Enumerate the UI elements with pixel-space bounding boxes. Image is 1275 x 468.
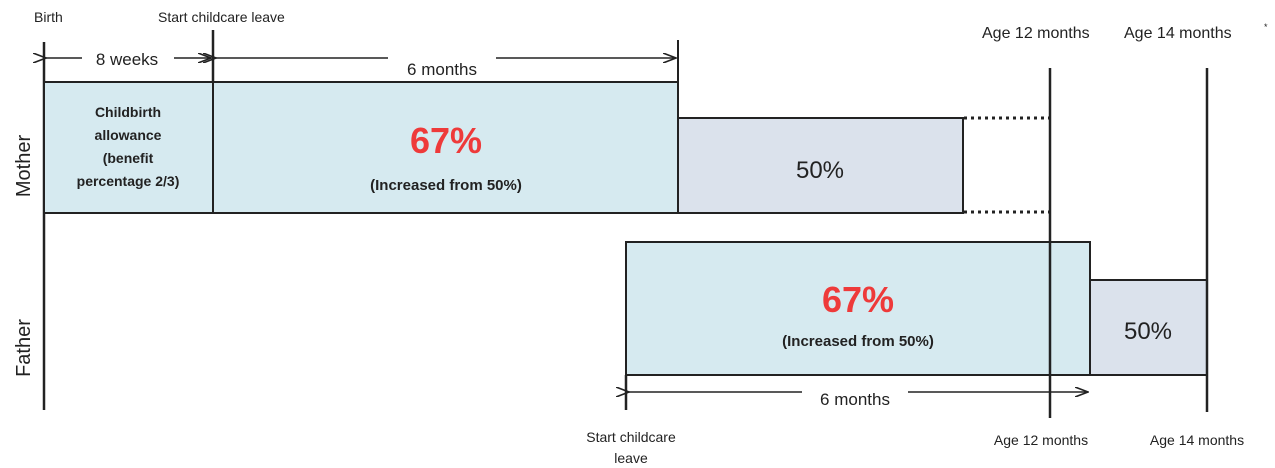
age-14-bottom-label: Age 14 months: [1150, 432, 1244, 448]
father-67-percent-box: [625, 241, 1091, 376]
start-leave-father-label-line-2: leave: [614, 450, 648, 466]
mother-67-percent: 67%: [410, 120, 482, 161]
age-14-footnote-mark: *: [1264, 22, 1268, 32]
age-12-top-label: Age 12 months: [982, 25, 1090, 42]
mother-50-percent-box: [677, 117, 964, 214]
father-50-percent-box: [1089, 279, 1208, 376]
start-leave-mother-label: Start childcare leave: [158, 9, 285, 25]
father-increase-note: (Increased from 50%): [782, 333, 934, 350]
childbirth-allowance-box: [43, 81, 214, 214]
six-months-mother-label-bg: [388, 48, 496, 70]
six-months-father-label: 6 months: [820, 390, 890, 409]
eight-weeks-label: 8 weeks: [96, 50, 158, 69]
mother-50-percent: 50%: [796, 157, 844, 184]
age-12-bottom-label: Age 12 months: [994, 432, 1088, 448]
father-50-percent: 50%: [1124, 318, 1172, 345]
birth-label: Birth: [34, 9, 63, 25]
father-67-percent: 67%: [822, 279, 894, 320]
allowance-line-2: allowance: [95, 127, 162, 143]
six-months-mother-label: 6 months: [407, 60, 477, 79]
allowance-line-3: (benefit: [103, 150, 154, 166]
allowance-line-4: percentage 2/3): [77, 173, 180, 189]
row-label-father: Father: [13, 319, 35, 377]
mother-increase-note: (Increased from 50%): [370, 177, 522, 194]
allowance-line-1: Childbirth: [95, 104, 161, 120]
age-14-top-label: Age 14 months: [1124, 25, 1232, 42]
row-label-mother: Mother: [13, 135, 35, 198]
eight-weeks-label-bg: [82, 48, 174, 68]
mother-67-percent-box: [212, 81, 679, 214]
six-months-father-label-bg: [802, 382, 908, 404]
start-leave-father-label-line-1: Start childcare: [586, 429, 676, 445]
